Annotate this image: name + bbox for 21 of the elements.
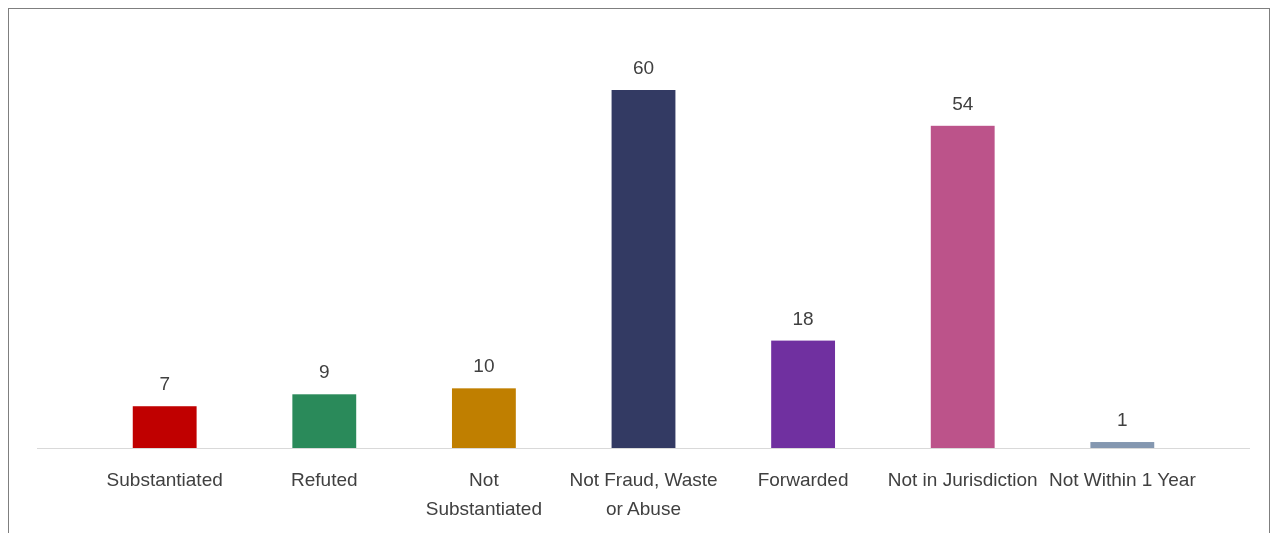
x-tick-label: Not Within 1 Year — [1048, 469, 1197, 490]
data-label: 7 — [159, 373, 170, 395]
data-label: 18 — [792, 307, 814, 329]
x-tick-label: Not Fraud, Waste or Abuse — [569, 469, 718, 519]
bar — [132, 406, 197, 448]
bar — [292, 394, 357, 448]
bar — [1090, 442, 1155, 448]
bar — [451, 388, 516, 448]
data-label: 54 — [952, 92, 974, 114]
bar — [611, 90, 676, 448]
data-label: 60 — [632, 57, 655, 78]
x-tick-label: Forwarded — [757, 469, 849, 490]
data-label: 9 — [319, 361, 330, 383]
x-tick-label: Substantiated — [106, 469, 223, 490]
x-tick-label: Not Substantiated — [425, 469, 542, 519]
data-label: 10 — [473, 355, 495, 377]
bar — [771, 340, 836, 448]
data-label: 1 — [1117, 409, 1128, 431]
x-tick-label: Refuted — [291, 469, 358, 490]
bar — [930, 125, 995, 448]
x-tick-label: Not in Jurisdiction — [887, 469, 1038, 490]
